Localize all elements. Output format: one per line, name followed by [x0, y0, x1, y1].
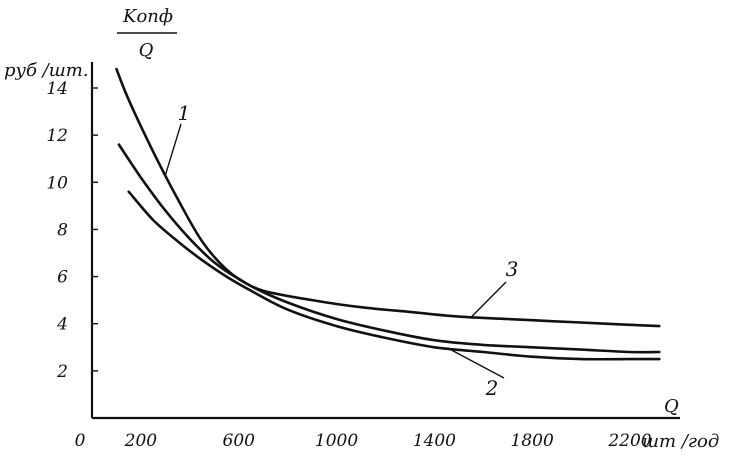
curve-2-leader — [448, 348, 505, 379]
curve-3 — [117, 143, 661, 328]
y-tick-label: 4 — [56, 315, 68, 335]
curve-2 — [127, 190, 661, 361]
y-axis-title-denominator: Q — [139, 40, 154, 61]
x-tick-label: 1800 — [511, 431, 554, 451]
y-tick-label: 10 — [46, 173, 68, 193]
x-tick-label: 600 — [223, 431, 256, 451]
x-axis-title: Q — [664, 396, 679, 417]
x-tick-label: 200 — [124, 431, 158, 451]
x-axis-units: шт /год — [642, 431, 719, 452]
y-tick-label: 2 — [56, 362, 68, 382]
x-tick-label: 1400 — [413, 431, 456, 451]
x-tick-label: 1000 — [315, 431, 358, 451]
x-tick-label: 0 — [75, 431, 86, 451]
y-tick-label: 14 — [46, 79, 68, 99]
y-tick-label: 12 — [46, 126, 68, 146]
y-axis-title-numerator: Kопф — [122, 6, 173, 27]
y-axis-units: руб /шт. — [4, 60, 89, 81]
curve-1-label: 1 — [178, 101, 191, 125]
curve-3-leader — [470, 281, 507, 318]
x-tick-label: 2200 — [607, 431, 651, 451]
y-tick-label: 8 — [57, 220, 68, 240]
curve-1 — [115, 67, 661, 354]
curve-3-label: 3 — [506, 257, 519, 281]
curve-2-label: 2 — [485, 376, 499, 400]
y-tick-label: 6 — [57, 268, 68, 288]
curve-1-leader — [164, 123, 182, 176]
